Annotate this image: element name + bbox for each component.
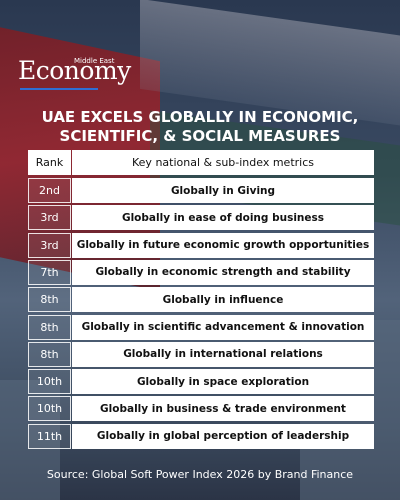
title-line: SCIENTIFIC, & SOCIAL MEASURES [59,127,341,145]
rank-cell: 8th [28,287,71,313]
source: Source: Global Soft Power Index 2026 by … [46,468,354,481]
metric-cell: Globally in economic strength and stabil… [72,259,374,285]
rank-cell: 7th [28,259,71,285]
column-header: Rank [28,150,71,175]
logo: Economy [18,56,131,85]
rank-cell: 2nd [28,178,71,203]
title-line: UAE EXCELS GLOBALLY IN ECONOMIC, [41,108,359,126]
rank-cell: 8th [28,314,71,340]
metric-cell: Globally in Giving [72,178,374,203]
metric-cell: Globally in business & trade environment [72,396,374,422]
rank-cell: 3rd [28,232,71,258]
metric-cell: Globally in ease of doing business [72,205,374,231]
rank-cell: 11th [28,423,71,449]
metric-cell: Globally in international relations [72,341,374,367]
rank-cell: 10th [28,396,71,422]
rank-cell: 8th [28,341,71,367]
skyline [0,380,60,500]
rank-cell: 10th [28,369,71,395]
column-header: Key national & sub-index metrics [72,150,374,175]
logo-small: Middle East [74,57,115,65]
logo-underline [20,88,98,90]
metric-cell: Globally in global perception of leaders… [72,423,374,449]
metric-cell: Globally in future economic growth oppor… [72,232,374,258]
rank-cell: 3rd [28,205,71,231]
metric-cell: Globally in scientific advancement & inn… [72,314,374,340]
metric-cell: Globally in space exploration [72,369,374,395]
metric-cell: Globally in influence [72,287,374,313]
